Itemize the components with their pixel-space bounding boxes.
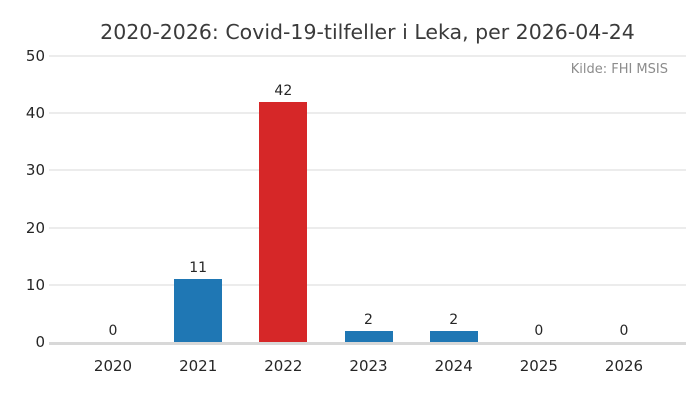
bar-value-label: 2 [364,311,373,328]
bar [344,330,393,342]
y-tick-label: 20 [25,218,45,237]
y-tick-label: 40 [25,104,45,123]
bar [429,330,478,342]
y-tick-label: 50 [25,47,45,65]
x-tick-label: 2021 [179,357,218,375]
bar-value-label: 0 [534,323,544,339]
bar-value-label: 2 [449,311,459,328]
gridline [49,112,686,115]
y-tick-label: 0 [35,333,45,351]
x-tick-label: 2022 [264,357,303,375]
gridline [49,169,686,172]
x-tick-label: 2020 [93,357,133,375]
y-tick-label: 10 [25,275,45,294]
x-axis-baseline [49,342,686,345]
source-note: Kilde: FHI MSIS [570,62,668,77]
bar [259,101,308,342]
bar-value-label: 11 [189,260,208,277]
y-tick-label: 30 [25,161,45,180]
bar-value-label: 0 [108,323,118,339]
x-tick-label: 2025 [519,357,558,375]
gridline [49,55,686,57]
bar-value-label: 42 [274,82,293,99]
x-tick-label: 2023 [349,357,388,375]
bar [174,279,223,342]
x-tick-label: 2026 [604,357,644,375]
x-tick-label: 2024 [434,357,473,375]
gridline [49,226,686,229]
chart-title: 2020-2026: Covid-19-tilfeller i Leka, pe… [100,20,635,44]
gridline [49,283,686,286]
bar-value-label: 0 [619,323,629,339]
